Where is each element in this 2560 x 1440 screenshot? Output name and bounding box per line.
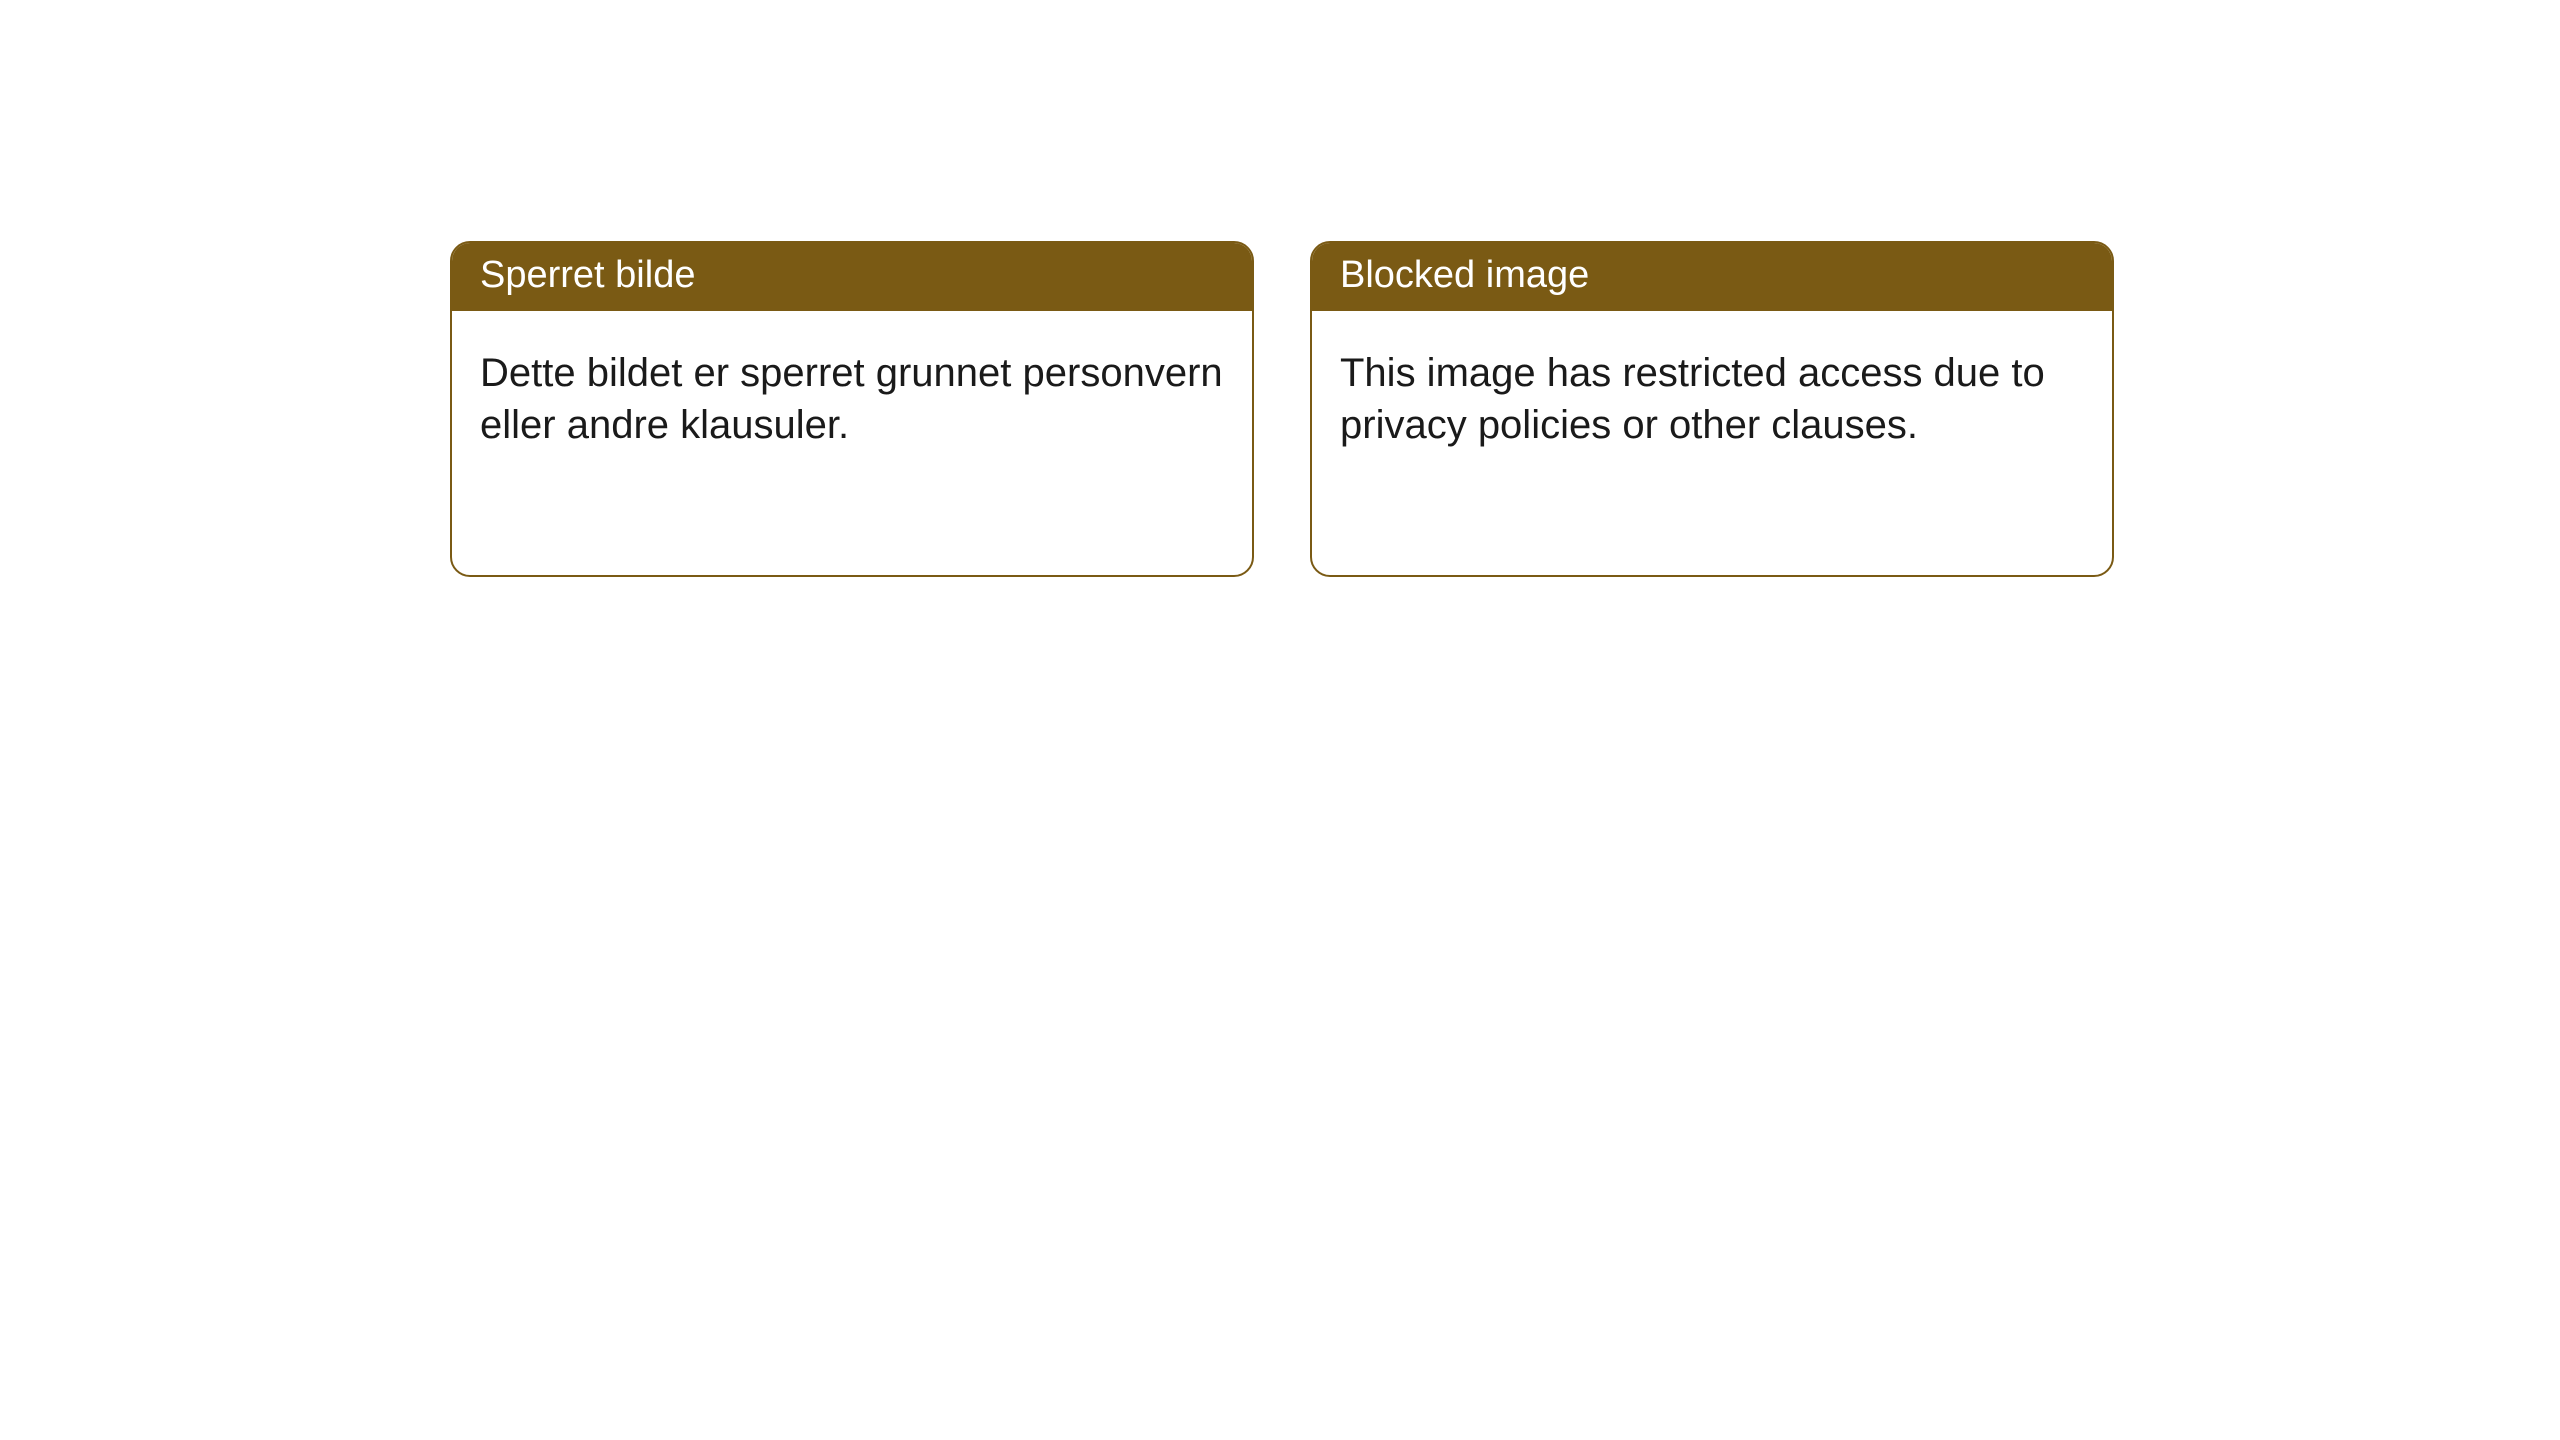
- card-title-no: Sperret bilde: [452, 243, 1252, 311]
- blocked-image-card-en: Blocked image This image has restricted …: [1310, 241, 2114, 577]
- card-title-en: Blocked image: [1312, 243, 2112, 311]
- blocked-image-card-no: Sperret bilde Dette bildet er sperret gr…: [450, 241, 1254, 577]
- card-body-no: Dette bildet er sperret grunnet personve…: [452, 311, 1252, 479]
- card-body-en: This image has restricted access due to …: [1312, 311, 2112, 479]
- notice-container: Sperret bilde Dette bildet er sperret gr…: [0, 0, 2560, 577]
